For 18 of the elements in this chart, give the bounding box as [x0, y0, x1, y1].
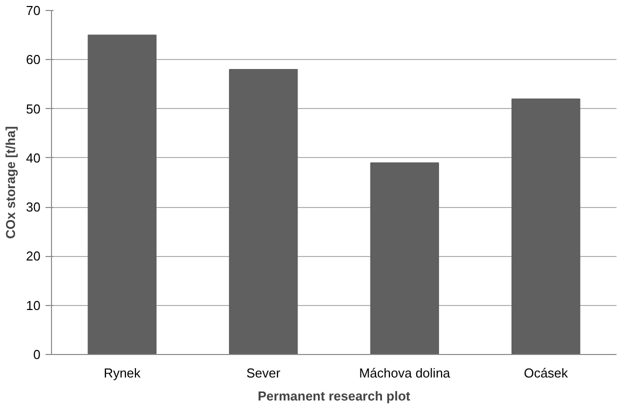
- bar: [370, 162, 440, 354]
- bar: [228, 68, 298, 354]
- x-tick-label: Rynek: [104, 366, 142, 380]
- x-axis-title: Permanent research plot: [258, 388, 411, 404]
- y-tick-label: 40: [26, 150, 41, 166]
- y-tick-label: 0: [33, 347, 41, 362]
- y-tick-label: 30: [26, 200, 41, 215]
- x-tick-label: Máchova dolina: [359, 366, 451, 380]
- y-axis-title: COx storage [t/ha]: [3, 126, 18, 239]
- bar: [511, 98, 580, 354]
- x-tick-label: Sever: [246, 366, 282, 380]
- y-tick-label: 60: [26, 52, 41, 68]
- bar: [88, 34, 157, 354]
- y-tick-label: 70: [26, 3, 41, 18]
- y-tick-label: 20: [26, 248, 41, 264]
- y-tick-label: 10: [26, 298, 41, 313]
- x-tick-label: Ocásek: [524, 366, 568, 380]
- y-tick-label: 50: [26, 101, 41, 116]
